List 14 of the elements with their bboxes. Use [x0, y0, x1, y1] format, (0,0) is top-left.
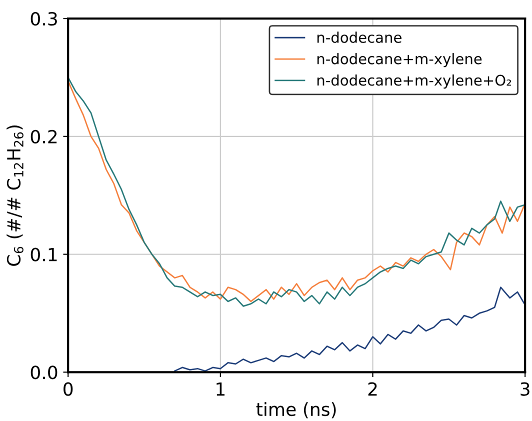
- line-series: [174, 286, 526, 372]
- y-tick-label: 0.2: [30, 130, 57, 144]
- x-axis-title: time (ns): [256, 402, 336, 418]
- x-tick-label: 0: [64, 382, 73, 396]
- x-tick-label: 2: [368, 382, 377, 396]
- y-tick-label: 0.1: [30, 248, 57, 262]
- y-tick-label: 0.0: [30, 366, 58, 380]
- x-tick-label: 1: [216, 382, 224, 396]
- y-axis-title: C$_{6}$ (#/# C$_{12}$H$_{26}$): [6, 125, 24, 266]
- legend-label: n-dodecane: [317, 32, 402, 43]
- legend-label: n-dodecane+m-xylene+O₂: [317, 74, 512, 89]
- legend-label: n-dodecane+m-xylene: [317, 53, 482, 68]
- x-tick-label: 3: [520, 382, 530, 396]
- y-tick-label: 0.3: [30, 12, 57, 26]
